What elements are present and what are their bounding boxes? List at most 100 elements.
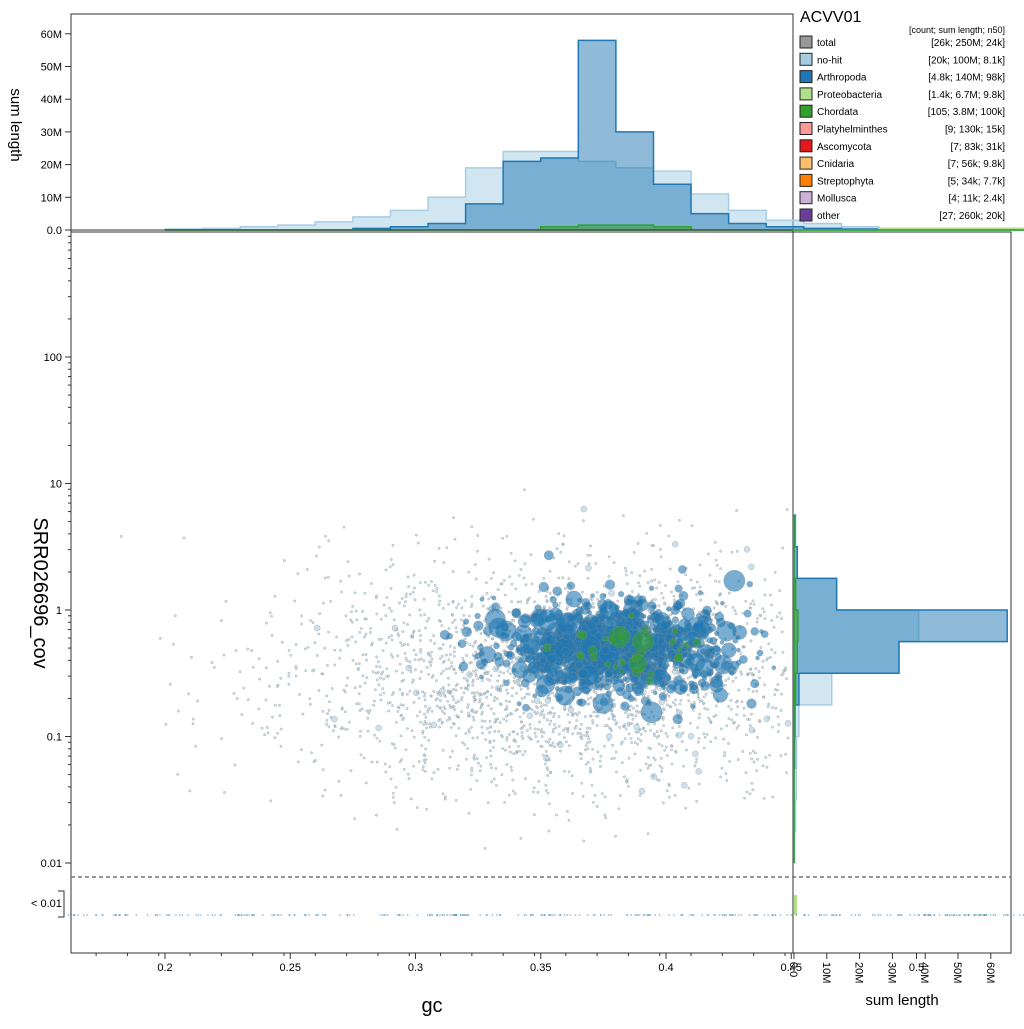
scatter-point — [385, 667, 389, 671]
scatter-point — [681, 731, 685, 735]
scatter-point — [669, 705, 672, 709]
scatter-point — [464, 914, 467, 916]
scatter-point — [591, 801, 595, 804]
scatter-point — [832, 914, 834, 916]
scatter-point — [431, 674, 435, 677]
scatter-point — [733, 720, 736, 724]
scatter-point — [345, 727, 349, 731]
scatter-point — [483, 847, 487, 850]
scatter-point — [351, 659, 355, 662]
scatter-point — [569, 705, 572, 709]
scatter-point — [979, 914, 981, 916]
scatter-point — [466, 671, 473, 678]
scatter-point — [430, 709, 434, 713]
scatter-point — [636, 542, 640, 545]
scatter-point — [413, 668, 417, 672]
scatter-point — [658, 688, 662, 691]
scatter-point — [578, 727, 582, 731]
scatter-point — [933, 914, 935, 916]
scatter-point — [401, 630, 405, 633]
scatter-point — [447, 627, 451, 630]
scatter-point — [553, 723, 556, 726]
scatter-point — [658, 692, 667, 701]
scatter-point — [101, 914, 103, 916]
scatter-point — [381, 670, 385, 674]
scatter-point — [498, 670, 502, 674]
scatter-point — [505, 714, 508, 718]
scatter-point — [470, 769, 474, 773]
scatter-point — [691, 586, 694, 590]
scatter-point — [420, 744, 424, 747]
scatter-point — [748, 726, 755, 734]
scatter-point — [508, 733, 511, 736]
scatter-point — [581, 795, 585, 798]
scatter-point — [396, 654, 400, 658]
scatter-point — [545, 718, 549, 722]
scatter-point — [426, 914, 429, 916]
scatter-point — [748, 792, 752, 796]
scatter-point — [325, 719, 329, 722]
scatter-point — [727, 677, 731, 681]
scatter-point — [548, 914, 550, 916]
scatter-point — [220, 737, 224, 740]
scatter-point — [377, 637, 381, 641]
scatter-point — [175, 914, 177, 916]
scatter-point — [589, 696, 593, 700]
scatter-point — [301, 712, 305, 716]
scatter-point — [513, 676, 516, 679]
scatter-point — [518, 749, 522, 753]
scatter-point — [375, 594, 378, 598]
scatter-point — [402, 767, 406, 771]
scatter-point — [363, 635, 366, 639]
scatter-point — [419, 634, 422, 637]
scatter-point — [561, 542, 564, 546]
scatter-point — [499, 914, 501, 916]
scatter-point — [357, 692, 361, 696]
scatter-point — [745, 622, 749, 625]
scatter-point — [724, 683, 727, 687]
scatter-point — [463, 637, 467, 641]
scatter-point — [483, 671, 487, 675]
scatter-point — [478, 674, 484, 680]
scatter-point — [489, 763, 493, 766]
scatter-point — [337, 779, 341, 783]
scatter-point — [314, 759, 317, 762]
scatter-point — [552, 601, 559, 608]
scatter-point — [441, 792, 445, 796]
scatter-point — [388, 701, 392, 704]
scatter-point — [755, 769, 758, 773]
scatter-point — [563, 736, 566, 740]
scatter-point — [614, 750, 618, 754]
scatter-point — [645, 532, 649, 535]
y-axis-label: SRR026696_cov — [29, 517, 51, 668]
scatter-point — [653, 578, 656, 582]
scatter-point — [300, 614, 304, 618]
scatter-point — [545, 766, 549, 769]
scatter-point — [917, 914, 919, 916]
scatter-point — [692, 701, 696, 704]
legend-item: no-hit [20k; 100M; 8.1k] — [799, 52, 1005, 66]
scatter-point — [266, 731, 270, 735]
scatter-point — [167, 914, 169, 916]
scatter-point — [444, 795, 447, 799]
scatter-point — [630, 722, 634, 725]
scatter-point — [349, 769, 353, 773]
scatter-point — [388, 765, 392, 768]
scatter-point — [599, 765, 602, 768]
scatter-point — [387, 709, 391, 713]
scatter-point — [946, 914, 949, 916]
scatter-point — [423, 735, 427, 739]
scatter-point — [533, 710, 536, 714]
scatter-point — [406, 772, 410, 776]
scatter-point — [404, 656, 408, 660]
scatter-point — [530, 582, 534, 586]
scatter-point — [712, 606, 716, 610]
scatter-point — [702, 746, 706, 750]
scatter-point — [714, 713, 718, 717]
scatter-point — [476, 534, 480, 537]
scatter-point — [545, 789, 548, 792]
legend-swatch — [799, 139, 813, 153]
scatter-point — [579, 732, 582, 735]
scatter-point — [507, 793, 511, 797]
legend-item: Proteobacteria [1.4k; 6.7M; 9.8k] — [799, 87, 1005, 101]
